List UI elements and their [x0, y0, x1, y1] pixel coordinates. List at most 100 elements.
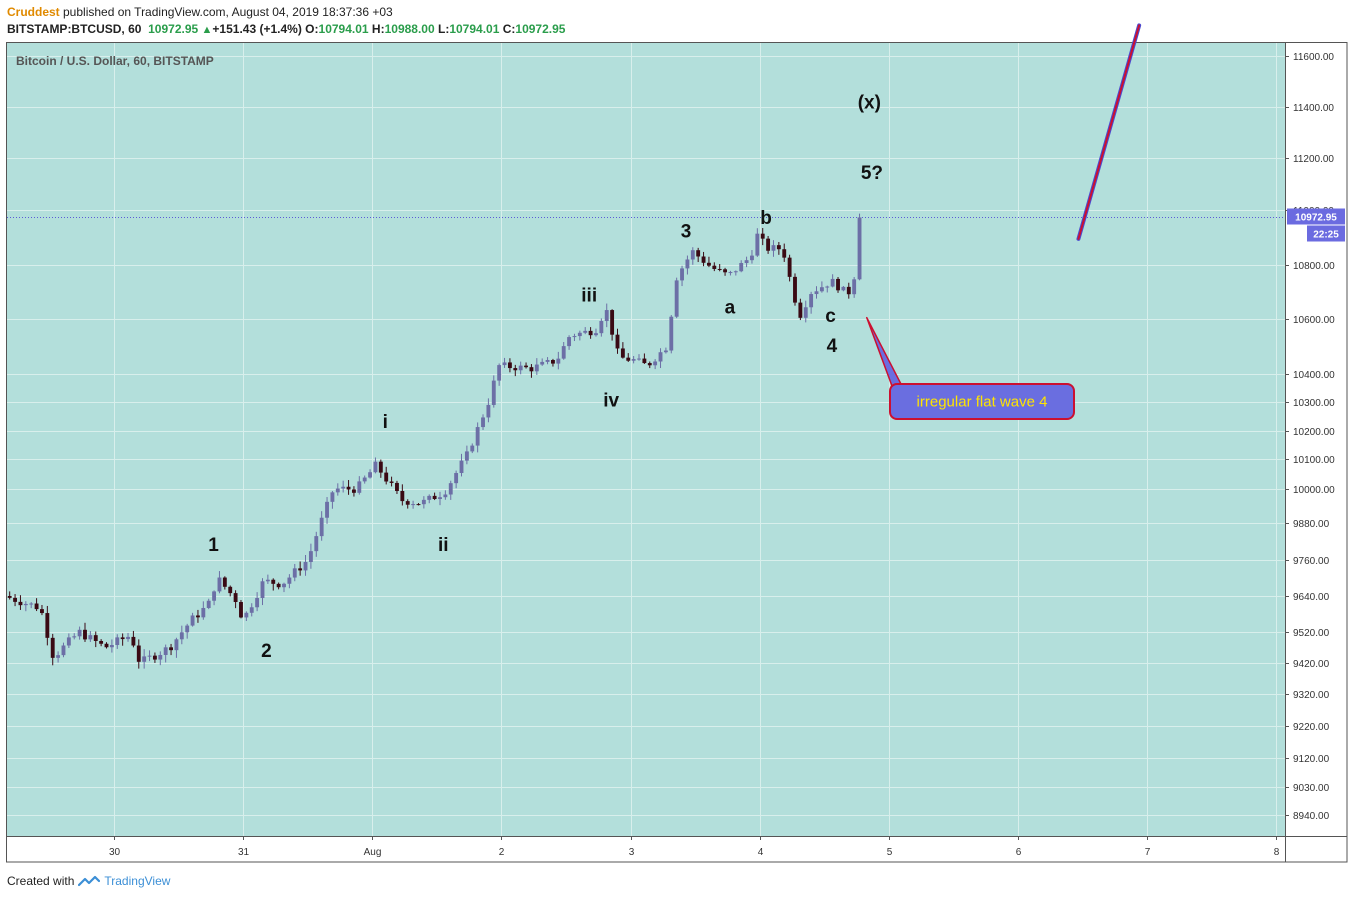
candle-body [626, 357, 631, 361]
y-tick-label: 10200.00 [1293, 427, 1335, 438]
candle-body [88, 635, 93, 640]
candle-body [142, 656, 147, 662]
wave-label: 3 [681, 222, 692, 243]
candle-body [276, 583, 281, 588]
tradingview-brand[interactable]: TradingView [104, 874, 171, 888]
plot-area[interactable] [7, 43, 1285, 836]
candle-body [13, 597, 18, 602]
close-value: 10972.95 [515, 22, 566, 36]
close-label: C: [502, 22, 516, 36]
candle-body [346, 486, 351, 490]
wave-label: 5? [861, 163, 883, 184]
created-with-label: Created with [7, 874, 75, 888]
candle-body [701, 256, 706, 263]
candle-body [136, 645, 141, 662]
x-tick-label: 7 [1145, 847, 1151, 858]
candle-body [620, 348, 625, 358]
candle-body [432, 495, 437, 500]
candle-body [491, 380, 496, 405]
candle-body [674, 280, 679, 317]
candle-body [680, 268, 684, 281]
candle-body [744, 260, 749, 264]
candle-body [459, 460, 464, 474]
candle-body [120, 637, 125, 640]
candle-body [594, 333, 598, 336]
wave-label: a [725, 298, 736, 319]
candle-body [303, 562, 308, 571]
price-tag-label: 10972.95 [1295, 213, 1337, 224]
candle-body [163, 647, 168, 655]
callout-box[interactable] [889, 383, 1075, 420]
open-label: O: [305, 22, 319, 36]
low-value: 10794.01 [449, 22, 500, 36]
candle-body [690, 250, 695, 260]
x-tick-label: 30 [109, 847, 121, 858]
candle-body [61, 645, 66, 656]
wave-label: 2 [261, 641, 272, 662]
candle-body [287, 577, 292, 584]
candle-body [421, 499, 426, 505]
candle-body [228, 586, 233, 594]
y-tick-label: 9320.00 [1293, 690, 1330, 701]
x-tick-label: 31 [238, 847, 250, 858]
candle-body [852, 279, 857, 295]
y-tick-label: 10300.00 [1293, 398, 1335, 409]
candle-body [196, 615, 200, 618]
candle-body [7, 596, 12, 598]
candle-body [126, 636, 130, 640]
ohlc-line: BITSTAMP:BTCUSD, 60 10972.95 ▲+151.43 (+… [7, 22, 565, 36]
low-label: L: [438, 22, 450, 36]
candle-body [357, 481, 362, 493]
symbol-label: BITSTAMP:BTCUSD, 60 [7, 22, 142, 36]
candle-body [540, 361, 545, 365]
candle-body [642, 358, 647, 364]
candle-body [378, 461, 383, 473]
candle-body [93, 635, 98, 641]
candle-body [507, 362, 512, 369]
candle-body [29, 603, 34, 605]
author-name[interactable]: Cruddest [7, 5, 60, 19]
candle-body [567, 337, 572, 347]
candle-body [411, 504, 416, 506]
y-tick-label: 11600.00 [1293, 52, 1334, 63]
candle-body [841, 286, 846, 291]
high-label: H: [371, 22, 385, 36]
candle-body [706, 262, 711, 266]
candle-body [577, 332, 582, 337]
candle-body [615, 334, 620, 349]
candle-body [502, 362, 507, 366]
candle-body [271, 579, 276, 584]
candle-body [696, 250, 701, 257]
wave-label: i [383, 412, 388, 433]
candle-body [72, 636, 77, 638]
candle-body [663, 350, 668, 353]
y-tick-label: 10600.00 [1293, 315, 1335, 326]
candle-body [819, 287, 824, 292]
candle-body [561, 346, 566, 359]
candle-body [766, 238, 771, 251]
candle-body [787, 257, 792, 277]
y-tick-label: 9220.00 [1293, 722, 1330, 733]
wave-label: 4 [827, 336, 838, 357]
candle-body [776, 245, 781, 250]
candle-body [669, 316, 674, 351]
candle-body [637, 358, 641, 360]
candle-body [185, 625, 190, 633]
projection-line[interactable] [1077, 24, 1141, 240]
candle-body [115, 637, 120, 646]
y-tick-label: 9420.00 [1293, 659, 1330, 670]
y-tick-label: 9520.00 [1293, 628, 1330, 639]
candle-body [314, 536, 319, 552]
candle-body [534, 364, 539, 372]
candle-body [653, 361, 658, 366]
candle-body [368, 472, 373, 478]
candle-body [174, 639, 179, 651]
candle-body [610, 310, 615, 335]
y-tick-label: 9880.00 [1293, 519, 1330, 530]
x-tick-label: 3 [629, 847, 635, 858]
x-tick-label: 8 [1274, 847, 1280, 858]
candle-body [588, 330, 593, 336]
candle-body [685, 259, 690, 269]
wave-label: b [760, 208, 772, 229]
